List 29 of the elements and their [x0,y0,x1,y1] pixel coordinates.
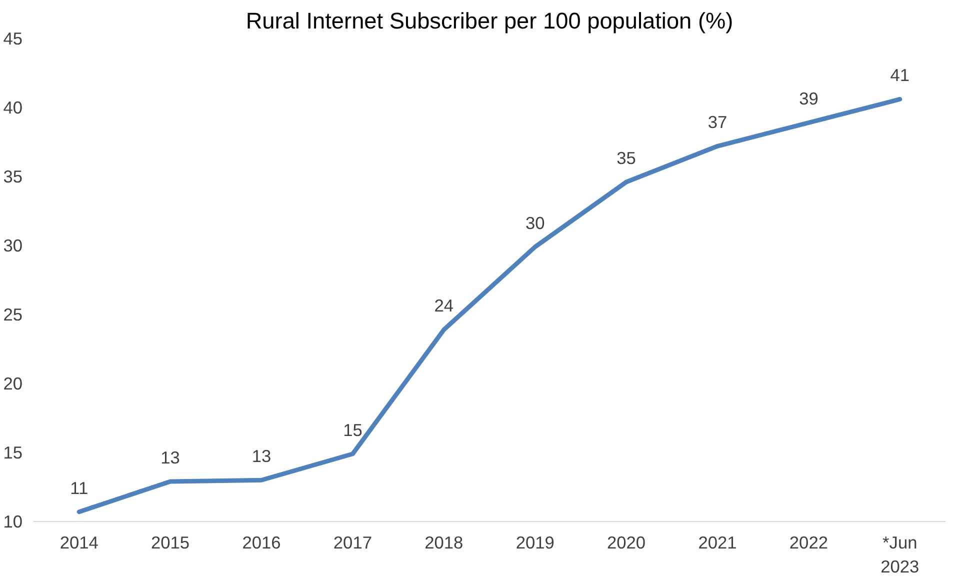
y-tick-label: 30 [3,236,23,256]
data-label: 24 [434,296,454,316]
data-label: 15 [343,420,362,440]
data-label: 13 [252,446,272,466]
chart-title: Rural Internet Subscriber per 100 population (%) [246,8,734,34]
x-tick-label: 2014 [60,532,99,552]
y-tick-label: 10 [3,512,23,532]
data-label: 11 [70,478,88,498]
x-tick-label: *Jun 2023 [880,532,920,576]
x-tick-label: 2020 [607,532,646,552]
data-label: 41 [890,65,910,86]
data-label: 13 [160,447,180,468]
data-label: 37 [708,112,728,132]
y-tick-label: 40 [3,98,23,118]
x-tick-label: 2016 [242,532,281,552]
data-label: 30 [525,212,545,233]
y-tick-label: 35 [3,166,23,186]
x-tick-label: 2017 [333,532,372,552]
y-tick-label: 45 [3,28,23,48]
x-tick-label: 2021 [698,532,737,552]
x-tick-label: 2015 [151,532,190,552]
data-label: 39 [799,88,818,109]
x-tick-label: 2018 [424,532,464,552]
x-tick-label: 2019 [516,532,554,552]
y-tick-label: 25 [3,304,23,324]
data-label: 35 [616,148,636,168]
y-tick-label: 20 [3,374,23,394]
x-tick-label: 2022 [789,532,828,552]
y-tick-label: 15 [3,442,23,462]
